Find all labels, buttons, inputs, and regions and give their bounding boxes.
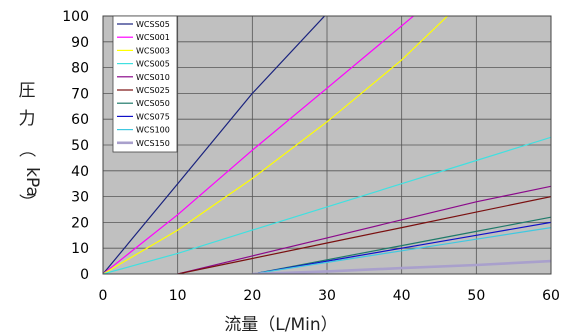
x-tick-label: 0 (99, 288, 108, 304)
y-label-paren: ） (16, 194, 36, 211)
y-tick-label: 90 (71, 35, 89, 51)
y-axis-label: 圧力 （ kPa） (16, 81, 42, 211)
series-line-wcss05 (103, 16, 326, 274)
series-line-wcs003 (103, 16, 449, 274)
x-tick-label: 20 (243, 288, 261, 304)
legend: WCSS05 WCS001 WCS003 WCS005 WCS010 WCS025 WCS0… (112, 15, 178, 153)
y-tick-label: 10 (71, 241, 89, 257)
series-line-wcs100 (252, 227, 551, 274)
y-label-unit: kPa (22, 167, 42, 197)
x-tick-label: 60 (542, 288, 560, 304)
legend-entry-wcs075: WCS075 (136, 112, 170, 121)
series-line-wcs005 (103, 136, 551, 274)
y-tick-label: 100 (62, 9, 89, 25)
y-label-paren: （ (16, 141, 36, 158)
y-tick-label: 40 (71, 164, 89, 180)
series-line-wcs050 (252, 216, 551, 274)
legend-entry-wcs005: WCS005 (136, 60, 170, 69)
y-tick-label: 0 (80, 267, 89, 283)
legend-entry-wcs001: WCS001 (136, 33, 170, 42)
series-line-wcs010 (177, 185, 551, 274)
legend-entry-wcs150: WCS150 (136, 139, 170, 148)
y-tick-label: 70 (71, 86, 89, 102)
series-line-wcs075 (252, 221, 551, 274)
series-line-wcs150 (252, 259, 551, 274)
y-tick-label: 20 (71, 215, 89, 231)
x-axis-ticks: 0 10 20 30 40 50 60 (99, 288, 560, 304)
x-tick-label: 40 (393, 288, 411, 304)
legend-entry-wcs100: WCS100 (136, 126, 170, 135)
x-tick-label: 30 (318, 288, 336, 304)
legend-entry-wcs050: WCS050 (136, 99, 170, 108)
legend-entry-wcs025: WCS025 (136, 86, 170, 95)
x-tick-label: 10 (169, 288, 187, 304)
x-axis-label: 流量（L/Min） (224, 315, 337, 335)
plot-frame (102, 15, 552, 275)
legend-entry-wcs003: WCS003 (136, 46, 170, 55)
legend-entry-wcss05: WCSS05 (136, 20, 170, 29)
series-line-wcs001 (103, 16, 415, 274)
y-axis-ticks: 0 10 20 30 40 50 60 70 80 90 100 (62, 9, 89, 283)
series-line-wcs025 (177, 196, 551, 274)
y-tick-label: 80 (71, 61, 89, 77)
x-tick-label: 50 (467, 288, 485, 304)
y-label-char: 圧 (19, 81, 36, 101)
y-tick-label: 30 (71, 190, 89, 206)
y-tick-label: 60 (71, 112, 89, 128)
y-label-char: 力 (19, 109, 36, 129)
y-tick-label: 50 (71, 138, 89, 154)
series-layer (103, 16, 551, 274)
legend-entry-wcs010: WCS010 (136, 73, 170, 82)
